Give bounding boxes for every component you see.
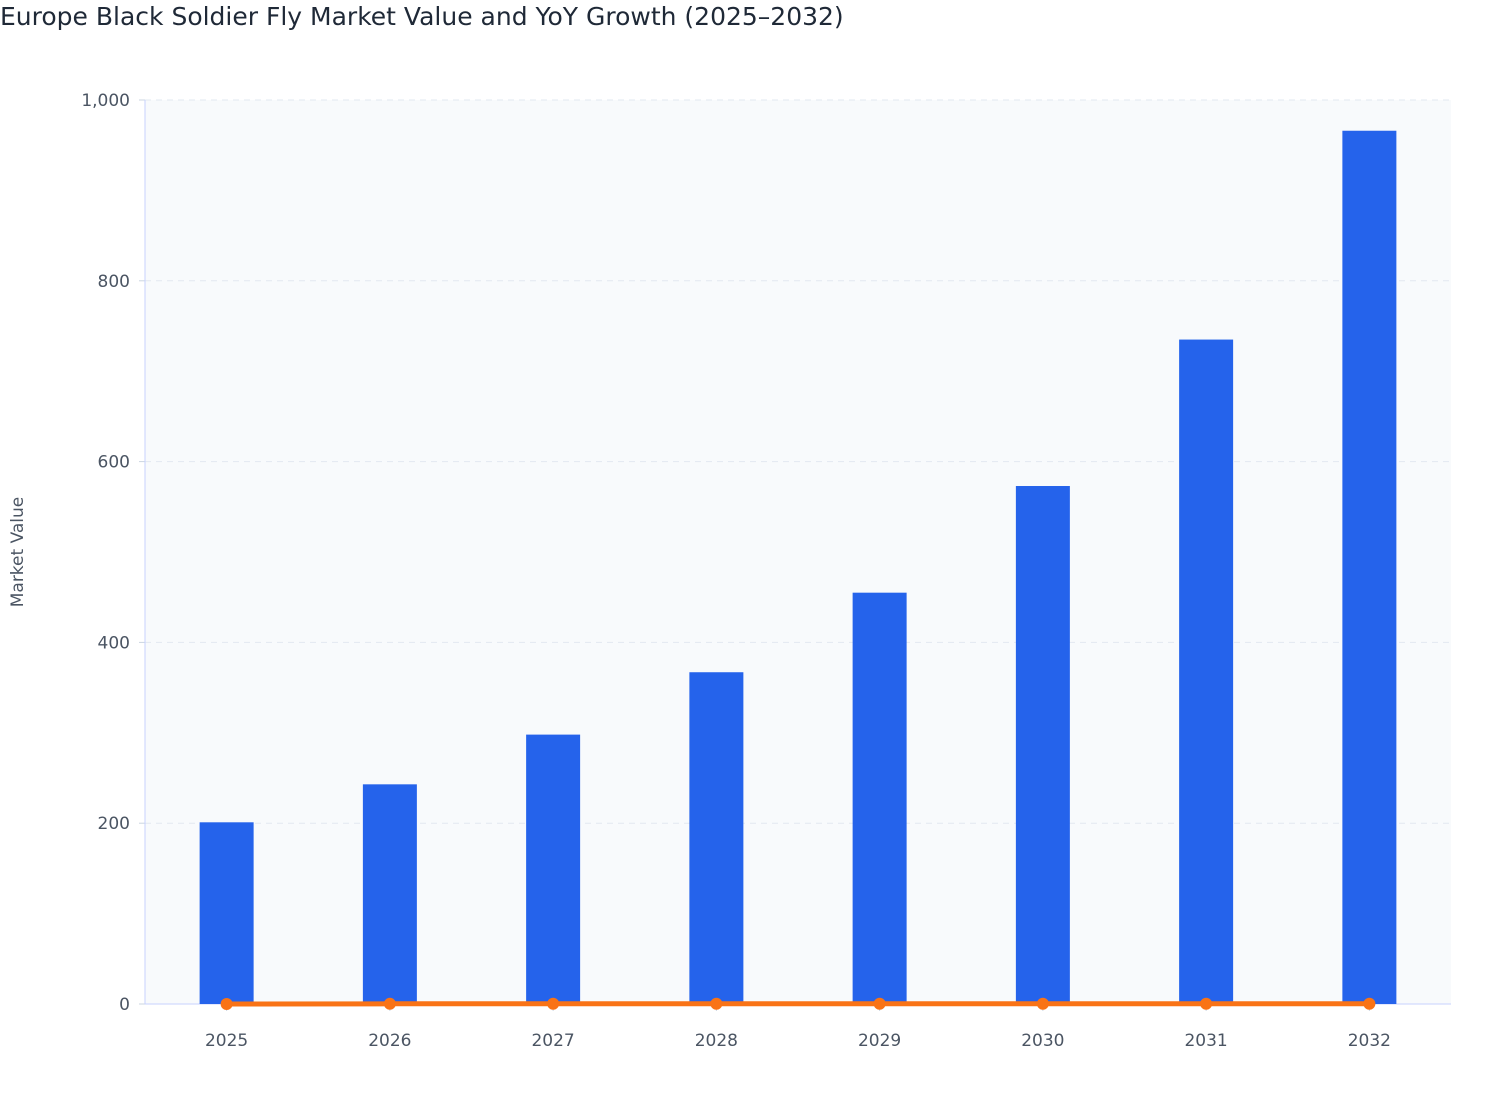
x-tick-label: 2031	[1184, 1031, 1227, 1051]
y-tick-label: 400	[98, 633, 130, 653]
growth-point-2025	[220, 998, 233, 1010]
bar-2029	[852, 592, 907, 1004]
y-tick-label: 1,000	[81, 91, 130, 111]
y-tick-label: 600	[98, 453, 130, 473]
x-tick-label: 2029	[858, 1031, 901, 1051]
y-tick-label: 0	[119, 995, 130, 1015]
y-tick-label: 800	[98, 272, 130, 292]
bar-2030	[1015, 486, 1070, 1004]
bar-2027	[526, 734, 581, 1004]
bar-2028	[689, 672, 744, 1004]
chart-title: Europe Black Soldier Fly Market Value an…	[0, 2, 844, 31]
bar-2031	[1179, 339, 1234, 1004]
x-tick-label: 2028	[695, 1031, 738, 1051]
bar-2032	[1342, 130, 1397, 1005]
y-tick-label: 200	[98, 814, 130, 834]
bar-2026	[362, 784, 417, 1004]
y-axis-title: Market Value	[8, 497, 28, 608]
bar-2025	[199, 822, 254, 1004]
x-tick-label: 2025	[205, 1031, 248, 1051]
plot-area	[145, 100, 1451, 1004]
x-tick-label: 2026	[368, 1031, 411, 1051]
growth-point-2030	[1036, 997, 1049, 1010]
growth-point-2029	[873, 997, 886, 1010]
x-tick-label: 2032	[1348, 1031, 1391, 1051]
x-tick-label: 2027	[531, 1031, 574, 1051]
growth-point-2027	[547, 997, 560, 1010]
growth-point-2031	[1200, 997, 1213, 1010]
x-tick-label: 2030	[1021, 1031, 1064, 1051]
growth-point-2026	[383, 997, 396, 1010]
growth-point-2028	[710, 997, 723, 1010]
growth-point-2032	[1363, 997, 1376, 1010]
